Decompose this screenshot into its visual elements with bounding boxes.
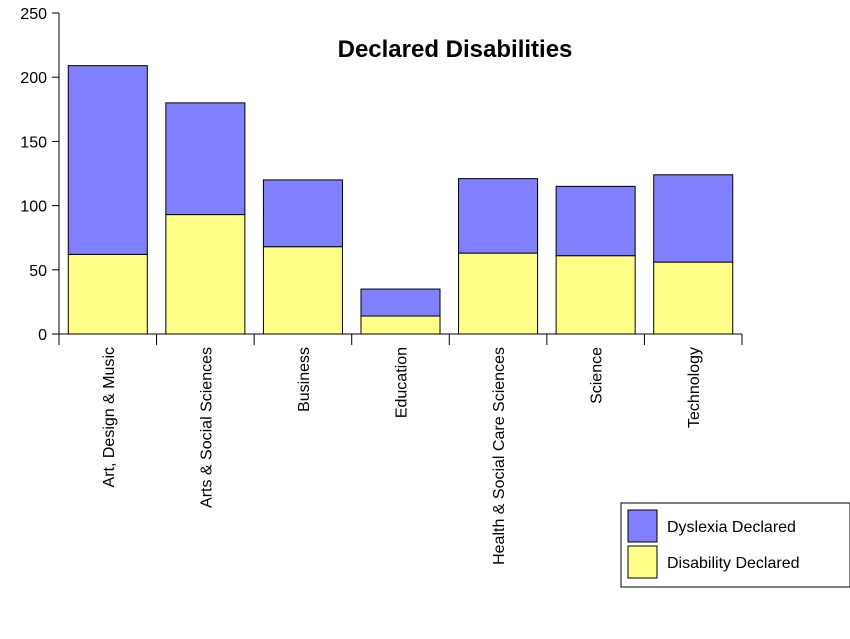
legend-label-dyslexia: Dyslexia Declared xyxy=(667,519,796,536)
bar-dyslexia-5 xyxy=(555,185,636,257)
chart-title: Declared Disabilities xyxy=(338,36,573,63)
bar-dyslexia-2 xyxy=(262,179,343,248)
bar-disability-3 xyxy=(360,315,441,335)
legend-label-disability: Disability Declared xyxy=(667,555,800,572)
x-category-label: Health & Social Care Sciences xyxy=(491,347,508,565)
x-axis-ticks: Art, Design & Music Arts & Social Science… xyxy=(58,334,743,565)
y-axis-ticks: 0 50 100 150 200 250 xyxy=(20,6,59,344)
x-category-label: Business xyxy=(296,347,313,412)
bar-dyslexia-0 xyxy=(67,65,148,255)
y-tick-label: 150 xyxy=(20,134,47,151)
bar-disability-6 xyxy=(653,261,734,335)
bar-disability-5 xyxy=(555,255,636,335)
bar-dyslexia-1 xyxy=(165,102,246,216)
bar-dyslexia-4 xyxy=(458,178,539,254)
y-tick-label: 250 xyxy=(20,6,47,23)
bar-disability-2 xyxy=(262,246,343,335)
x-category-label: Science xyxy=(589,347,606,404)
legend-swatch-disability xyxy=(627,545,658,579)
bar-disability-4 xyxy=(458,252,539,335)
legend-swatch-dyslexia xyxy=(627,509,658,543)
y-tick-label: 200 xyxy=(20,70,47,87)
bar-disability-1 xyxy=(165,214,246,335)
x-category-label: Arts & Social Sciences xyxy=(198,347,215,508)
y-tick-label: 50 xyxy=(29,263,47,280)
bar-dyslexia-3 xyxy=(360,288,441,317)
y-tick-label: 0 xyxy=(38,327,47,344)
legend-box xyxy=(620,502,850,588)
bar-disability-0 xyxy=(67,253,148,335)
x-category-label: Technology xyxy=(686,347,703,428)
x-category-label: Education xyxy=(394,347,411,418)
bar-dyslexia-6 xyxy=(653,174,734,263)
legend: Dyslexia Declared Disability Declared xyxy=(620,502,850,588)
y-tick-label: 100 xyxy=(20,199,47,216)
x-category-label: Art, Design & Music xyxy=(101,347,118,487)
bars-layer xyxy=(67,65,734,335)
